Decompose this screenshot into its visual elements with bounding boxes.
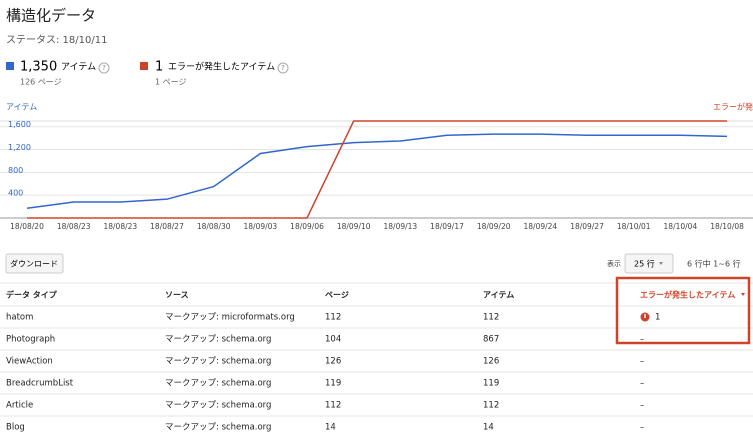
column-header: ソース xyxy=(165,291,189,300)
x-tick-label: 18/09/24 xyxy=(524,222,558,231)
download-button[interactable] xyxy=(5,253,64,274)
table-cell: hatom xyxy=(6,313,33,323)
table-cell: – xyxy=(640,401,644,411)
chart: 400 800 1,200 1,600 18/08/20 18/08/23 18/08/23… xyxy=(0,120,753,231)
summary-sub: 1 ページ xyxy=(155,78,186,87)
y-tick-label: 400 xyxy=(8,189,23,198)
table-cell: マークアップ: schema.org xyxy=(165,335,271,345)
summary-label: アイテム xyxy=(61,62,96,73)
table-cell: 104 xyxy=(325,335,341,345)
x-tick-label: 18/09/06 xyxy=(290,222,324,231)
x-tick-label: 18/10/08 xyxy=(710,222,744,231)
y-axis-label: アイテム xyxy=(6,103,37,112)
page-title: 構造化データ xyxy=(6,7,96,25)
table-cell: – xyxy=(640,423,644,433)
error-icon-mark xyxy=(644,314,646,318)
legend-swatch xyxy=(6,62,14,70)
help-icon[interactable] xyxy=(277,62,289,74)
legend-swatch xyxy=(140,62,148,70)
highlight-box xyxy=(615,276,751,345)
table-cell: 112 xyxy=(325,401,341,411)
table-cell: マークアップ: schema.org xyxy=(165,379,271,389)
status: ステータス: 18/10/11 xyxy=(6,34,107,46)
table-cell: 14 xyxy=(325,423,336,433)
help-icon[interactable] xyxy=(98,62,110,74)
table-cell: – xyxy=(640,379,644,389)
summary-sub: 126 ページ xyxy=(20,78,62,87)
summary-label: エラーが発生したアイテム xyxy=(168,61,275,73)
table-cell: Blog xyxy=(6,423,25,433)
table-cell: – xyxy=(640,357,644,367)
x-tick-label: 18/10/04 xyxy=(664,222,698,231)
x-tick-label: 18/09/17 xyxy=(430,222,464,231)
summary-count: 1,350 xyxy=(20,60,57,75)
help-text[interactable]: ? xyxy=(281,64,285,72)
table-cell: 126 xyxy=(325,357,341,367)
x-tick-label: 18/08/30 xyxy=(197,222,231,231)
x-tick-label: 18/08/20 xyxy=(10,222,44,231)
x-tick-label: 18/09/27 xyxy=(570,222,604,231)
table-cell: 14 xyxy=(483,423,494,433)
x-tick-label: 18/09/03 xyxy=(244,222,278,231)
table-cell: マークアップ: microformats.org xyxy=(165,313,295,323)
column-header: アイテム xyxy=(483,291,514,300)
table-cell: 112 xyxy=(325,313,341,323)
table-cell: – xyxy=(640,335,644,345)
table-cell: Photograph xyxy=(6,335,55,345)
x-tick-label: 18/08/23 xyxy=(103,222,137,231)
download-label[interactable]: ダウンロード xyxy=(10,259,58,269)
help-text[interactable]: ? xyxy=(102,64,106,72)
y2-axis-label: エラーが発 xyxy=(713,102,753,112)
y-tick-label: 800 xyxy=(8,166,23,175)
table-cell: 119 xyxy=(325,379,341,389)
y-tick-label: 1,200 xyxy=(8,143,31,152)
table-cell: 867 xyxy=(483,335,499,345)
summary-count: 1 xyxy=(155,60,163,75)
table-cell: BreadcrumbList xyxy=(6,379,74,389)
x-tick-label: 18/10/01 xyxy=(617,222,651,231)
table-cell: 126 xyxy=(483,357,499,367)
column-header: エラーが発生したアイテム xyxy=(640,290,735,300)
column-header: データ タイプ xyxy=(6,290,58,300)
dropdown-arrow xyxy=(659,262,663,265)
table-cell: 112 xyxy=(483,401,499,411)
table-cell: Article xyxy=(6,401,33,411)
table: データ タイプ ソース ページ アイテム エラーが発生したアイテム hatom マークアップ… xyxy=(0,282,753,433)
x-tick-label: 18/09/20 xyxy=(477,222,511,231)
x-tick-label: 18/08/23 xyxy=(57,222,91,231)
column-header: ページ xyxy=(325,291,349,300)
table-cell: 112 xyxy=(483,313,499,323)
range-label: 6 行中 1~6 行 xyxy=(687,259,741,269)
x-tick-label: 18/09/13 xyxy=(384,222,418,231)
x-tick-label: 18/09/10 xyxy=(337,222,371,231)
show-label: 表示 xyxy=(607,259,621,268)
table-cell: 119 xyxy=(483,379,499,389)
y-tick-label: 1,600 xyxy=(8,120,31,129)
series-line xyxy=(26,133,728,210)
sort-arrow xyxy=(741,293,745,296)
table-cell: マークアップ: schema.org xyxy=(165,423,271,433)
table-cell: マークアップ: schema.org xyxy=(165,401,271,411)
table-cell: 1 xyxy=(655,313,660,323)
rows-select-label[interactable]: 25 行 xyxy=(634,259,655,269)
table-cell: ViewAction xyxy=(6,357,53,367)
x-tick-label: 18/08/27 xyxy=(150,222,184,231)
series-line xyxy=(27,120,728,219)
rows-select[interactable] xyxy=(624,253,674,274)
table-cell: マークアップ: schema.org xyxy=(165,357,271,367)
